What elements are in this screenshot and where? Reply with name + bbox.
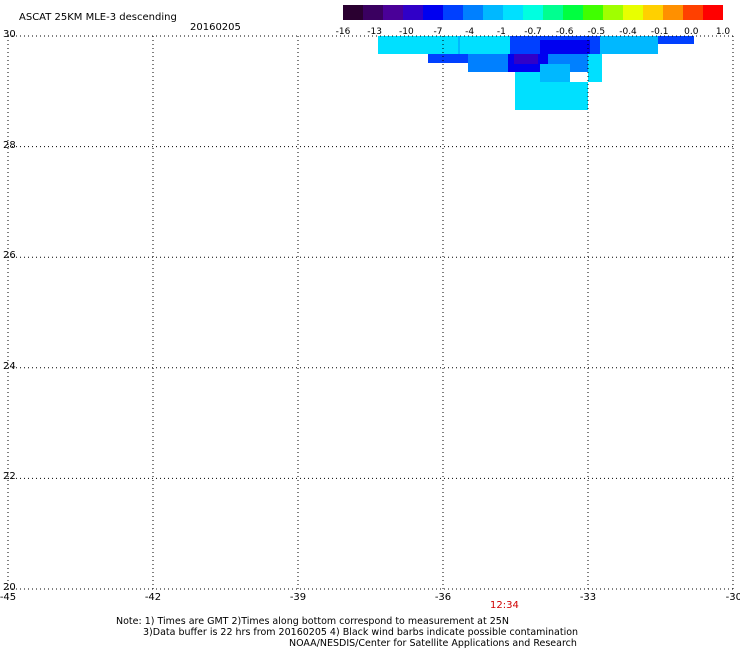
swath-cell (460, 36, 510, 54)
latitude-label: 24 (3, 360, 16, 372)
colorbar-label: -13 (367, 27, 383, 37)
colorbar-segment (683, 5, 704, 20)
colorbar-label: -0.1 (650, 27, 669, 37)
colorbar-segment (603, 5, 624, 20)
colorbar-segment (363, 5, 384, 20)
colorbar-label: -4 (465, 27, 475, 37)
colorbar-segment (383, 5, 404, 20)
longitude-label: -45 (0, 592, 17, 603)
swath-cell (428, 54, 468, 63)
swath-cell (658, 36, 694, 44)
colorbar-segment (403, 5, 424, 20)
map-date: 20160205 (190, 22, 241, 33)
colorbar-segment (523, 5, 544, 20)
latitude-label: 30 (3, 29, 16, 40)
longitude-label: -36 (434, 592, 452, 603)
swath-cell (515, 72, 540, 110)
latitude-label: 22 (3, 471, 16, 483)
note-line-2: 3)Data buffer is 22 hrs from 20160205 4)… (143, 627, 579, 638)
colorbar-gradient (343, 5, 723, 20)
colorbar-segment (563, 5, 584, 20)
colorbar (343, 5, 723, 20)
pass-time-label: 12:34 (490, 600, 519, 611)
swath-cell (468, 54, 508, 72)
swath-cell (514, 54, 538, 64)
colorbar-label: -16 (335, 27, 351, 37)
colorbar-label: -1 (496, 27, 506, 37)
colorbar-segment (503, 5, 524, 20)
longitude-label: -42 (144, 592, 162, 603)
colorbar-segment (703, 5, 723, 20)
colorbar-label: -0.7 (524, 27, 542, 37)
colorbar-segment (443, 5, 464, 20)
longitude-label: -39 (289, 592, 307, 603)
swath-cell (588, 54, 602, 82)
colorbar-label: -0.5 (587, 27, 606, 37)
latitude-label: 28 (3, 139, 16, 151)
map-title: ASCAT 25KM MLE-3 descending (19, 12, 177, 23)
longitude-label: -30 (725, 592, 740, 603)
longitude-label: -33 (579, 592, 597, 603)
swath-cell (540, 40, 590, 54)
colorbar-label: 1.0 (715, 27, 731, 37)
colorbar-segment (643, 5, 664, 20)
note-line-3: NOAA/NESDIS/Center for Satellite Applica… (289, 638, 577, 649)
colorbar-label: -10 (398, 27, 414, 37)
latitude-label: 20 (3, 582, 16, 593)
colorbar-label: -7 (433, 27, 443, 37)
swath-cell (378, 36, 458, 54)
note-line-1: Note: 1) Times are GMT 2)Times along bot… (116, 616, 509, 627)
colorbar-segment (663, 5, 684, 20)
colorbar-segment (543, 5, 564, 20)
colorbar-segment (463, 5, 484, 20)
colorbar-segment (483, 5, 504, 20)
swath-cell (540, 64, 570, 82)
colorbar-segment (583, 5, 604, 20)
grid-lines (7, 35, 734, 590)
data-swath (378, 36, 694, 110)
colorbar-label: -0.4 (619, 27, 637, 37)
colorbar-label: 0.0 (684, 27, 699, 37)
colorbar-segment (623, 5, 644, 20)
colorbar-segment (423, 5, 444, 20)
colorbar-segment (343, 5, 364, 20)
colorbar-label: -0.6 (555, 27, 574, 37)
swath-cell (540, 82, 588, 110)
swath-cell (600, 36, 658, 54)
latitude-label: 26 (3, 250, 16, 262)
